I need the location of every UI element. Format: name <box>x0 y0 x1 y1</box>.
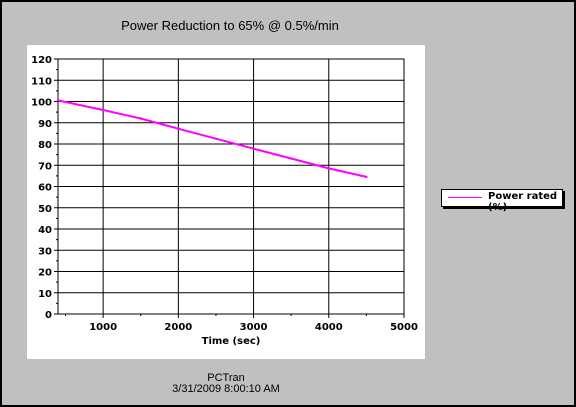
legend-label: Power rated (%) <box>488 191 558 213</box>
x-axis-label: Time (sec) <box>202 336 261 347</box>
chart-title: Power Reduction to 65% @ 0.5%/min <box>121 18 339 33</box>
x-tick-label: 2000 <box>164 322 192 333</box>
data-point <box>214 137 218 140</box>
legend-swatch <box>448 197 482 198</box>
footer-timestamp: 3/31/2009 8:00:10 AM <box>172 383 280 395</box>
plot-panel: 0 10 20 30 40 50 60 70 80 90 100 110 120 1000 2000 3000… <box>27 45 425 359</box>
y-tick-label: 80 <box>38 140 52 151</box>
y-tick-label: 40 <box>38 225 52 236</box>
data-point <box>365 175 368 179</box>
y-tick-label: 110 <box>31 76 52 87</box>
data-point <box>177 127 180 130</box>
data-point <box>56 99 60 102</box>
x-tick-label: 4000 <box>315 322 343 333</box>
data-point <box>252 147 255 150</box>
y-tick-label: 30 <box>38 246 52 257</box>
data-point <box>289 157 293 160</box>
y-tick-label: 90 <box>38 119 52 130</box>
data-point <box>139 117 142 120</box>
y-tick-label: 50 <box>38 204 52 215</box>
y-tick-label: 120 <box>31 55 52 66</box>
legend: Power rated (%) <box>441 189 563 213</box>
x-tick-label: 1000 <box>89 322 117 333</box>
y-tick-label: 60 <box>38 183 52 194</box>
footer-app-name: PCTran <box>207 372 245 384</box>
y-tick-label: 20 <box>38 268 52 279</box>
y-tick-label: 10 <box>38 289 52 300</box>
data-point <box>101 108 105 112</box>
line-chart: 0 10 20 30 40 50 60 70 80 90 100 110 120 1000 2000 3000… <box>31 55 418 347</box>
y-tick-label: 100 <box>31 98 52 109</box>
data-point <box>327 167 330 170</box>
x-tick-label: 5000 <box>390 322 418 333</box>
x-tick-label: 3000 <box>240 322 268 333</box>
y-tick-label: 0 <box>45 310 52 321</box>
y-tick-label: 70 <box>38 161 52 172</box>
